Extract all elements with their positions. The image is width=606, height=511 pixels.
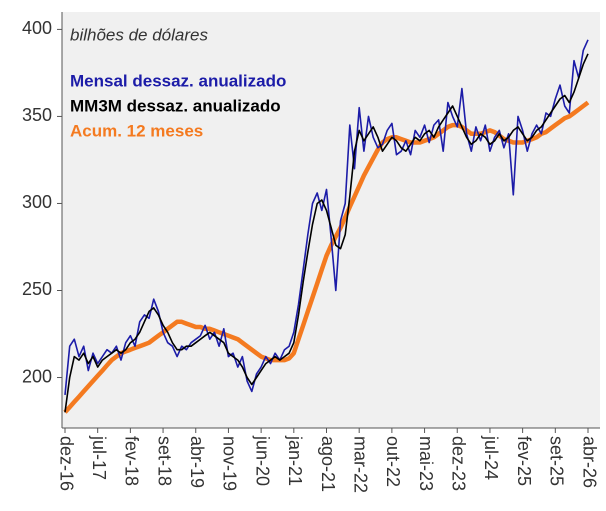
x-tick-label: mai-23 (416, 436, 436, 491)
unit-annotation: bilhões de dólares (70, 25, 208, 44)
x-tick-label: jul-24 (481, 435, 501, 480)
x-tick-label: fev-25 (514, 436, 534, 486)
x-tick-label: set-25 (547, 436, 567, 486)
y-tick-label: 300 (22, 192, 52, 212)
legend-entry: Mensal dessaz. anualizado (70, 71, 286, 90)
x-tick-label: jun-20 (252, 435, 272, 486)
y-tick-label: 350 (22, 105, 52, 125)
y-tick-label: 400 (22, 18, 52, 38)
x-tick-label: dez-16 (56, 436, 76, 491)
x-tick-label: jan-21 (285, 435, 305, 486)
x-tick-label: set-18 (154, 436, 174, 486)
x-tick-label: mar-22 (350, 436, 370, 493)
x-tick-label: abr-26 (579, 436, 599, 488)
x-tick-label: out-22 (383, 436, 403, 487)
x-tick-label: nov-19 (220, 436, 240, 491)
x-tick-label: jul-17 (89, 435, 109, 480)
y-tick-label: 250 (22, 279, 52, 299)
x-tick-label: fev-18 (122, 436, 142, 486)
series-line (64, 53, 589, 413)
plot-area (62, 12, 600, 428)
x-tick-label: dez-23 (449, 436, 469, 491)
legend-entry: Acum. 12 meses (70, 121, 203, 140)
x-tick-label: abr-19 (187, 436, 207, 488)
legend-entry: MM3M dessaz. anualizado (70, 96, 281, 115)
x-tick-label: ago-21 (318, 436, 338, 492)
y-tick-label: 200 (22, 366, 52, 386)
